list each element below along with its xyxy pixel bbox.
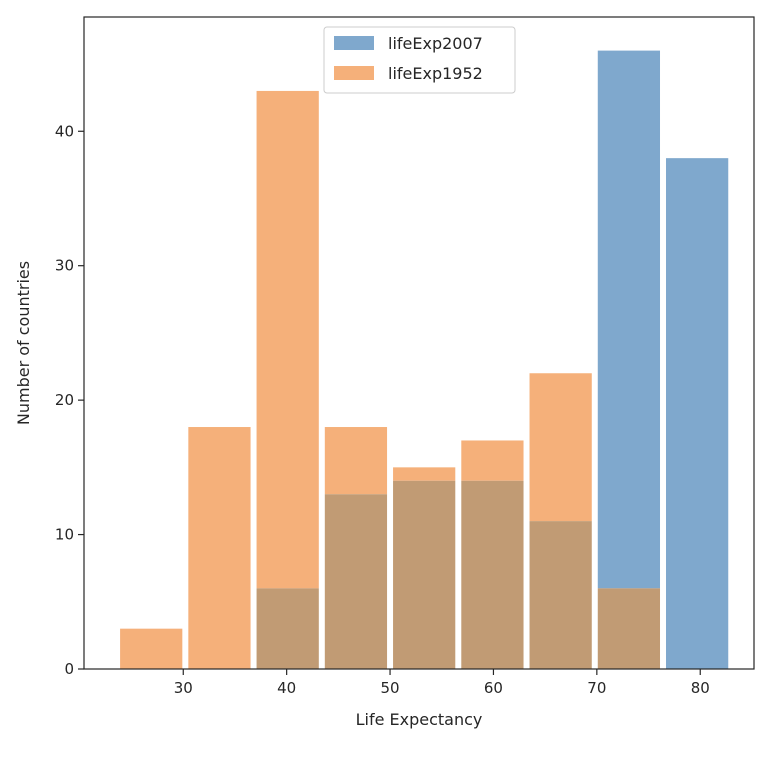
bar-lifeExp2007-bin-8 (666, 158, 729, 669)
bar-lifeExp1952-bin-0 (120, 628, 183, 669)
y-tick-label: 10 (55, 526, 74, 544)
x-tick-label: 40 (277, 679, 296, 697)
bar-overlap-bin-7 (597, 588, 661, 669)
x-tick-label: 70 (587, 679, 606, 697)
y-tick-label: 40 (55, 122, 74, 140)
bar-overlap-bin-3 (324, 494, 388, 669)
bar-lifeExp1952-bin-6 (529, 373, 592, 522)
bar-lifeExp1952-bin-1 (188, 427, 251, 669)
y-tick-label: 20 (55, 391, 74, 409)
y-tick-label: 0 (64, 660, 74, 678)
bar-overlap-bin-6 (529, 521, 592, 669)
bar-overlap-bin-5 (461, 480, 524, 669)
bar-overlap-bin-2 (256, 588, 319, 669)
bar-overlap-bin-4 (393, 480, 456, 669)
legend-label-lifeExp2007: lifeExp2007 (388, 34, 483, 53)
y-axis: 0 10 20 30 40 (55, 122, 84, 678)
x-tick-label: 60 (484, 679, 503, 697)
x-axis-title: Life Expectancy (356, 710, 483, 729)
plot-frame (83, 16, 755, 670)
x-tick-label: 80 (691, 679, 710, 697)
legend-swatch-lifeExp1952 (334, 66, 374, 80)
bar-lifeExp1952-bin-4 (393, 467, 456, 481)
y-axis-title: Number of countries (14, 261, 33, 425)
bar-lifeExp1952-bin-3 (324, 427, 388, 495)
legend: lifeExp2007 lifeExp1952 (323, 26, 516, 94)
bar-lifeExp1952-bin-2 (256, 90, 319, 589)
x-tick-label: 30 (174, 679, 193, 697)
bar-lifeExp2007-bin-7 (597, 50, 661, 589)
x-tick-label: 50 (381, 679, 400, 697)
legend-swatch-lifeExp2007 (334, 36, 374, 50)
x-axis: 30 40 50 60 70 80 (174, 669, 710, 697)
y-tick-label: 30 (55, 257, 74, 275)
bar-lifeExp1952-bin-5 (461, 440, 524, 481)
legend-label-lifeExp1952: lifeExp1952 (388, 64, 483, 83)
bars-layer (120, 50, 729, 669)
